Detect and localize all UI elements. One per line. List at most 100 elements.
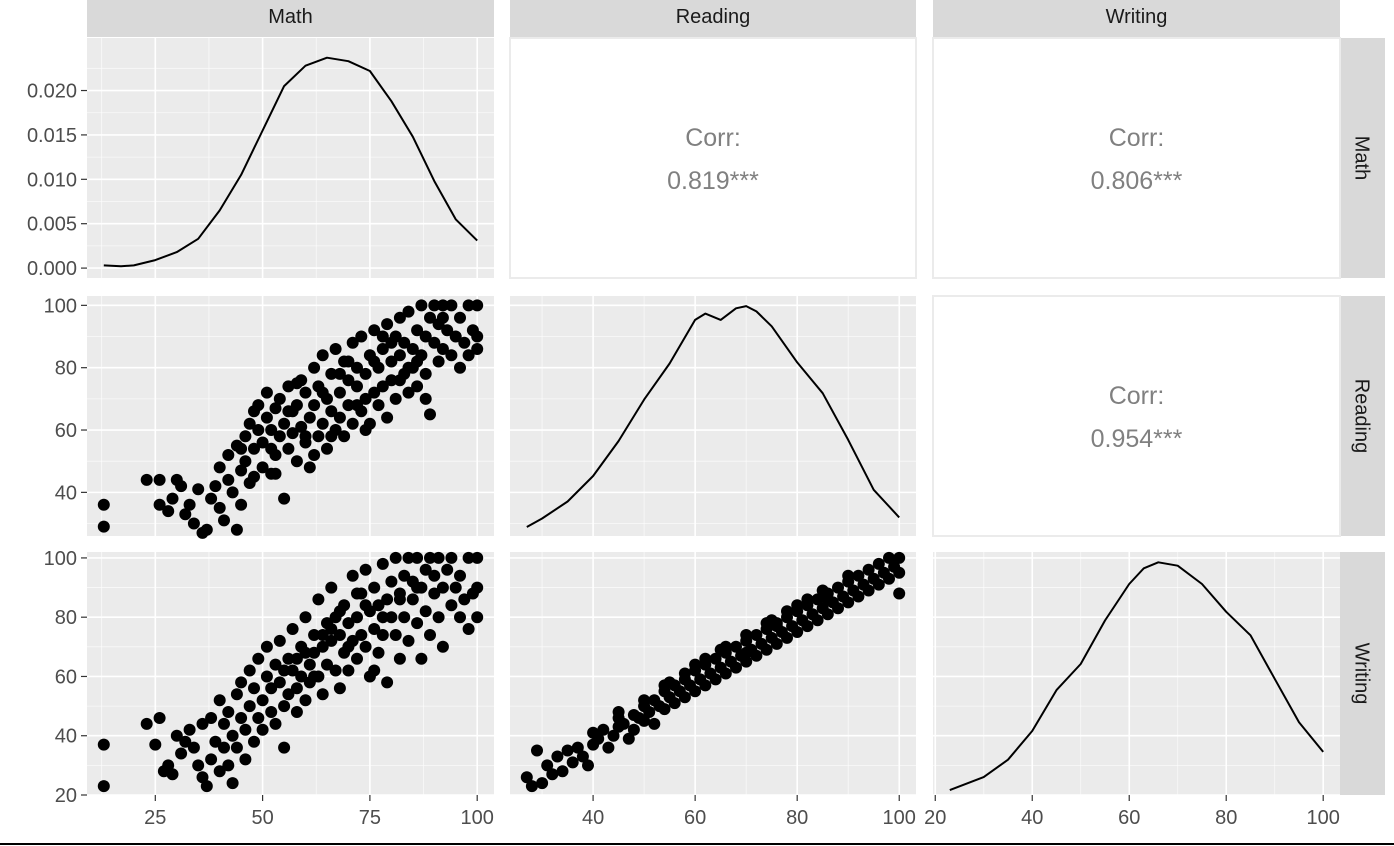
scatter-point <box>719 640 732 653</box>
scatter-point <box>235 442 248 455</box>
scatter-point <box>402 305 415 318</box>
scatter-point <box>791 599 804 612</box>
scatter-point <box>445 349 458 362</box>
panel-background <box>509 37 917 279</box>
scatter-point <box>295 670 308 683</box>
scatter-point <box>269 467 282 480</box>
scatter-point <box>312 593 325 606</box>
scatter-point <box>381 593 394 606</box>
scatter-point <box>883 572 895 585</box>
scatter-point <box>329 343 342 355</box>
scatter-point <box>218 514 230 527</box>
scatter-point <box>316 688 329 701</box>
strip-right-writing <box>1340 552 1385 795</box>
scatter-point <box>299 646 312 659</box>
scatter-point <box>406 593 419 606</box>
density-line-math <box>103 56 478 268</box>
scatter-point <box>218 741 230 754</box>
scatter-point <box>329 664 342 677</box>
scatter-point <box>385 336 398 349</box>
scatter-point <box>454 569 466 582</box>
scatter-point <box>658 703 671 716</box>
corr-label: Corr: <box>685 124 741 152</box>
scatter-point <box>376 343 389 355</box>
scatter-point <box>811 614 824 627</box>
scatter-point <box>411 324 424 337</box>
scatter-point <box>372 599 385 612</box>
scatter-point <box>770 620 783 633</box>
x-tick-label: 40 <box>582 807 604 829</box>
scatter-point <box>265 682 278 695</box>
scatter-point <box>449 581 462 594</box>
scatter-point <box>385 374 398 387</box>
scatter-point <box>248 405 260 418</box>
scatter-point <box>235 676 248 689</box>
scatter-point <box>556 765 569 778</box>
x-tick-label: 80 <box>786 807 808 829</box>
scatter-point <box>290 652 303 665</box>
scatter-point <box>316 629 329 641</box>
scatter-point <box>265 424 278 436</box>
scatter-point <box>321 442 333 455</box>
strip-right-label-writing: Writing <box>1351 643 1373 705</box>
scatter-point <box>458 593 471 606</box>
scatter-point <box>308 399 321 412</box>
scatter-point <box>424 311 436 324</box>
scatter-point <box>299 611 312 624</box>
scatter-point <box>893 551 906 564</box>
scatter-point <box>303 411 316 424</box>
scatter-point <box>282 442 295 455</box>
scatter-point <box>730 661 742 674</box>
scatter-point <box>428 587 441 600</box>
y-tick-label: 20 <box>55 785 77 807</box>
scatter-point <box>607 729 620 742</box>
scatter-point <box>719 667 732 680</box>
scatter-point <box>269 402 282 415</box>
scatter-point <box>278 417 291 430</box>
scatter-point <box>222 449 235 461</box>
scatter-point <box>750 629 763 641</box>
scatter-point <box>239 430 252 443</box>
scatter-point <box>205 753 218 766</box>
scatter-point <box>325 430 338 443</box>
scatter-point <box>213 694 226 707</box>
scatter-point <box>760 617 773 630</box>
scatter-point <box>290 706 303 718</box>
scatter-point <box>428 299 441 312</box>
scatter-point <box>282 688 295 701</box>
scatter-point <box>252 424 265 436</box>
scatter-point <box>248 682 260 695</box>
scatter-point <box>256 723 269 736</box>
scatter-point <box>449 330 462 343</box>
scatter-point <box>883 551 895 564</box>
scatter-point <box>226 729 239 742</box>
scatter-point <box>359 599 372 612</box>
strip-right-label-math: Math <box>1351 136 1373 180</box>
scatter-point <box>816 584 829 597</box>
scatter-point <box>582 759 594 772</box>
y-tick-label: 0.010 <box>27 169 77 191</box>
scatter-point <box>811 593 824 606</box>
scatter-point <box>393 374 406 387</box>
panel-background <box>87 38 494 278</box>
scatter-point <box>230 523 243 536</box>
scatter-point <box>316 386 329 399</box>
scatter-point <box>260 640 273 653</box>
scatter-point <box>709 652 722 665</box>
scatter-point <box>153 498 166 511</box>
scatter-point <box>381 318 394 331</box>
y-tick-label: 40 <box>55 726 77 748</box>
scatter-point <box>402 634 415 647</box>
scatter-point <box>389 392 402 405</box>
corr-label: Corr: <box>1109 382 1165 410</box>
scatter-point <box>269 658 282 671</box>
scatter-point <box>333 411 346 424</box>
scatter-point <box>303 658 316 671</box>
scatter-point <box>760 643 773 656</box>
scatter-point <box>622 732 635 745</box>
scatter-point <box>411 617 424 630</box>
scatter-point <box>278 700 291 713</box>
panel-background <box>932 295 1341 537</box>
scatter-point <box>531 744 543 757</box>
scatter-point <box>740 629 753 641</box>
